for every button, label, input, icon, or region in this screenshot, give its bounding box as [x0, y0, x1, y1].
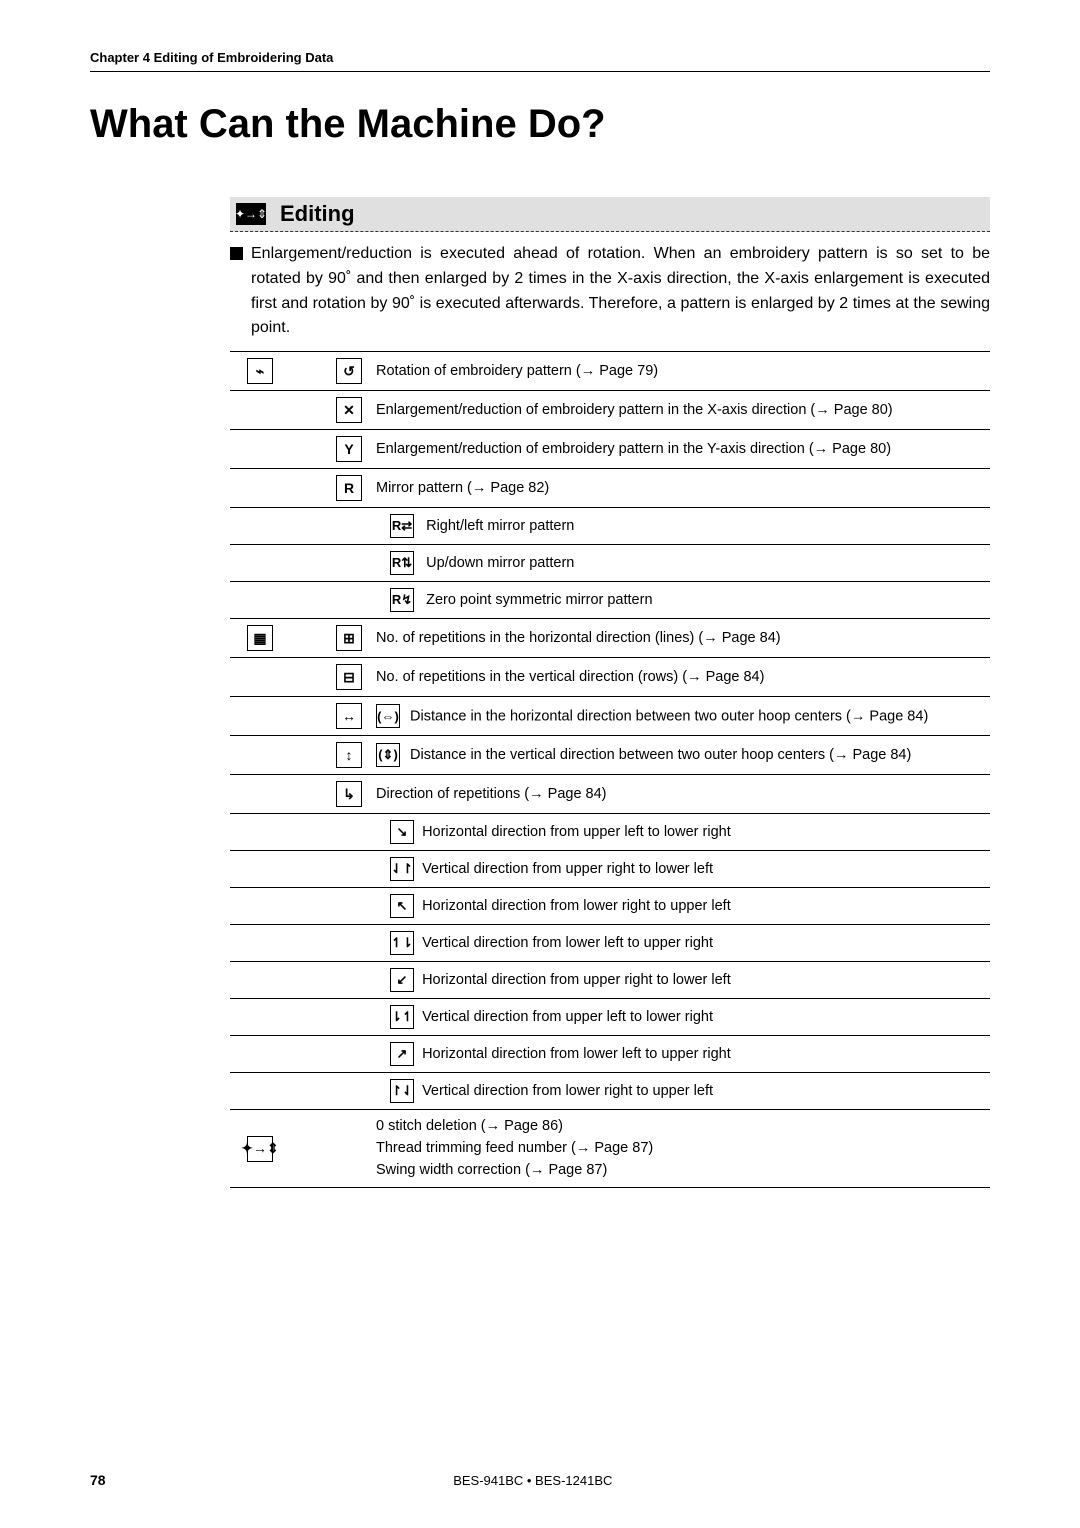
row-desc: 0 stitch deletion (→ Page 86) Thread tri… [370, 1110, 990, 1188]
bullet-square-icon [230, 247, 243, 260]
dir-icon: ⇃↾ [390, 857, 414, 881]
group-icon: ⌁ [247, 358, 273, 384]
row-desc: Distance in the horizontal direction bet… [410, 709, 928, 725]
mirror-lr-icon: R⇄ [390, 514, 414, 538]
dir-icon: ↗ [390, 1042, 414, 1066]
sub-desc: Horizontal direction from upper right to… [422, 972, 731, 988]
y-enlarge-icon: Y [336, 436, 362, 462]
chapter-header: Chapter 4 Editing of Embroidering Data [90, 50, 990, 72]
dir-icon: ↾⇃ [390, 1079, 414, 1103]
hdist-hoop-icon: (⇔) [376, 704, 400, 728]
vdist-hoop-icon: (⇕) [376, 743, 400, 767]
footer-models: BES-941BC • BES-1241BC [453, 1473, 612, 1488]
row-desc: Enlargement/reduction of embroidery patt… [370, 391, 990, 430]
dir-icon: ↘ [390, 820, 414, 844]
sub-desc: Zero point symmetric mirror pattern [426, 592, 652, 608]
function-table: ⌁ ↺ Rotation of embroidery pattern (→ Pa… [230, 351, 990, 1188]
dir-icon: ↖ [390, 894, 414, 918]
misc-group-icon: ✦→⇕ [247, 1136, 273, 1162]
row-desc: No. of repetitions in the horizontal dir… [370, 619, 990, 658]
row-desc: No. of repetitions in the vertical direc… [370, 658, 990, 697]
dir-icon: ↿⇂ [390, 931, 414, 955]
sub-desc: Up/down mirror pattern [426, 555, 574, 571]
section-title: Editing [280, 201, 355, 227]
sub-desc: Right/left mirror pattern [426, 518, 574, 534]
sub-desc: Vertical direction from lower right to u… [422, 1083, 713, 1099]
sub-desc: Horizontal direction from upper left to … [422, 824, 731, 840]
sub-desc: Horizontal direction from lower left to … [422, 1046, 731, 1062]
editing-section-icon: ✦→⇕ [236, 203, 266, 225]
row-desc: Mirror pattern (→ Page 82) [370, 469, 990, 508]
mirror-zero-icon: R↯ [390, 588, 414, 612]
x-enlarge-icon: ✕ [336, 397, 362, 423]
page-footer: 78 BES-941BC • BES-1241BC [90, 1472, 990, 1488]
direction-icon: ↳ [336, 781, 362, 807]
sub-desc: Horizontal direction from lower right to… [422, 898, 731, 914]
mirror-icon: R [336, 475, 362, 501]
sub-desc: Vertical direction from upper left to lo… [422, 1009, 713, 1025]
intro-paragraph: Enlargement/reduction is executed ahead … [251, 242, 990, 341]
page-title: What Can the Machine Do? [90, 102, 990, 147]
group-repeat-icon: ▦ [247, 625, 273, 651]
sub-desc: Vertical direction from lower left to up… [422, 935, 713, 951]
row-desc: Rotation of embroidery pattern (→ Page 7… [370, 352, 990, 391]
section-header: ✦→⇕ Editing [230, 197, 990, 232]
dir-icon: ⇂↿ [390, 1005, 414, 1029]
rotation-icon: ↺ [336, 358, 362, 384]
row-desc: Enlargement/reduction of embroidery patt… [370, 430, 990, 469]
row-desc: Distance in the vertical direction betwe… [410, 747, 911, 763]
hreps-icon: ⊞ [336, 625, 362, 651]
page-number: 78 [90, 1472, 106, 1488]
sub-desc: Vertical direction from upper right to l… [422, 861, 713, 877]
vreps-icon: ⊟ [336, 664, 362, 690]
vdist-icon: ↕ [336, 742, 362, 768]
dir-icon: ↙ [390, 968, 414, 992]
mirror-ud-icon: R⇅ [390, 551, 414, 575]
row-desc: Direction of repetitions (→ Page 84) [370, 775, 990, 814]
hdist-icon: ↔ [336, 703, 362, 729]
